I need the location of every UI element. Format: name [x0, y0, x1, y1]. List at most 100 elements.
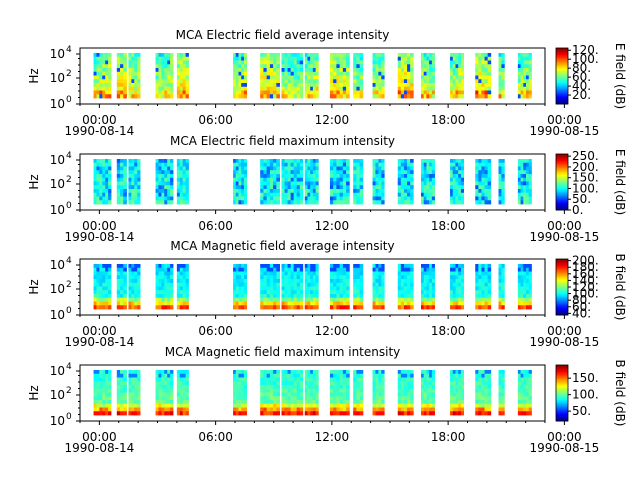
- heatmap-cell: [238, 162, 242, 167]
- heatmap-cell: [421, 407, 425, 412]
- colorbar-swatch: [556, 411, 568, 414]
- colorbar-swatch: [556, 186, 568, 189]
- heatmap-cell: [407, 271, 411, 276]
- heatmap-cell: [116, 64, 121, 69]
- heatmap-cell: [458, 279, 462, 284]
- heatmap-cell: [131, 411, 135, 416]
- heatmap-cell: [487, 373, 492, 378]
- heatmap-cell: [304, 159, 308, 164]
- x-tick-label: 06:00: [198, 324, 233, 338]
- heatmap-cell: [99, 267, 103, 272]
- heatmap-cell: [333, 166, 337, 171]
- y-tick-label: 10: [50, 308, 65, 322]
- colorbar-label: E field (dB): [613, 149, 627, 215]
- heatmap-cell: [105, 189, 109, 194]
- heatmap-cell: [176, 294, 181, 299]
- heatmap-cell: [429, 185, 433, 190]
- heatmap-cell: [243, 385, 248, 390]
- heatmap-cell: [381, 170, 385, 175]
- heatmap-cell: [105, 71, 109, 76]
- heatmap-cell: [238, 159, 242, 164]
- heatmap-cell: [452, 196, 456, 201]
- heatmap-cell: [161, 267, 165, 272]
- heatmap-cell: [131, 71, 135, 76]
- heatmap-cell: [381, 297, 385, 302]
- heatmap-cell: [185, 83, 189, 88]
- heatmap-cell: [310, 392, 314, 397]
- heatmap-cell: [359, 396, 364, 401]
- heatmap-cell: [263, 267, 268, 272]
- heatmap-cell: [339, 264, 344, 269]
- heatmap-cell: [523, 170, 527, 175]
- heatmap-cell: [484, 294, 489, 299]
- heatmap-cell: [517, 94, 521, 99]
- heatmap-cell: [403, 185, 408, 190]
- heatmap-cell: [99, 373, 103, 378]
- heatmap-cell: [233, 177, 237, 182]
- colorbar-swatch: [556, 88, 568, 91]
- heatmap-cell: [185, 75, 189, 80]
- heatmap-cell: [304, 282, 308, 287]
- heatmap-cell: [182, 392, 186, 397]
- heatmap-cell: [429, 71, 433, 76]
- heatmap-cell: [372, 166, 376, 171]
- x-tick-label: 00:00: [82, 113, 117, 127]
- heatmap-cell: [307, 83, 311, 88]
- heatmap-cell: [403, 192, 408, 197]
- heatmap-cell: [481, 177, 485, 182]
- heatmap-cell: [155, 166, 159, 171]
- heatmap-cell: [501, 71, 505, 76]
- heatmap-cell: [484, 192, 489, 197]
- heatmap-cell: [182, 403, 186, 408]
- heatmap-cell: [170, 403, 174, 408]
- data-segment: [475, 159, 492, 205]
- heatmap-cell: [233, 75, 237, 80]
- heatmap-cell: [185, 166, 189, 171]
- heatmap-cell: [155, 396, 159, 401]
- heatmap-cell: [93, 271, 97, 276]
- heatmap-cell: [423, 53, 427, 58]
- heatmap-cell: [235, 71, 239, 76]
- colorbar-swatch: [556, 294, 568, 296]
- heatmap-cell: [287, 373, 292, 378]
- heatmap-cell: [310, 192, 314, 197]
- data-segment: [281, 264, 304, 310]
- heatmap-cell: [336, 200, 341, 205]
- heatmap-cell: [455, 286, 459, 291]
- heatmap-cell: [342, 71, 347, 76]
- heatmap-cell: [167, 411, 171, 416]
- heatmap-cell: [407, 275, 411, 280]
- heatmap-cell: [137, 373, 141, 378]
- heatmap-cell: [96, 301, 100, 306]
- x-tick-label: 12:00: [315, 430, 350, 444]
- heatmap-cell: [284, 94, 288, 99]
- heatmap-cell: [403, 373, 408, 378]
- heatmap-cell: [266, 381, 271, 386]
- heatmap-cell: [105, 290, 109, 295]
- heatmap-cell: [410, 275, 414, 280]
- heatmap-cell: [520, 174, 524, 179]
- heatmap-cell: [378, 79, 382, 84]
- heatmap-cell: [312, 392, 316, 397]
- heatmap-cell: [310, 181, 314, 186]
- heatmap-cell: [131, 83, 135, 88]
- heatmap-cell: [372, 71, 376, 76]
- heatmap-cell: [526, 64, 530, 69]
- heatmap-cell: [123, 60, 127, 65]
- heatmap-cell: [339, 400, 344, 405]
- heatmap-cell: [520, 185, 524, 190]
- heatmap-cell: [304, 192, 308, 197]
- heatmap-cell: [170, 162, 174, 167]
- heatmap-cell: [93, 181, 97, 186]
- y-tick-exponent: 2: [66, 386, 72, 396]
- heatmap-cell: [307, 286, 311, 291]
- heatmap-cell: [478, 407, 482, 412]
- heatmap-cell: [164, 86, 168, 91]
- heatmap-cell: [260, 290, 264, 295]
- heatmap-cell: [96, 381, 100, 386]
- heatmap-cell: [123, 196, 127, 201]
- heatmap-cell: [487, 377, 492, 382]
- heatmap-cell: [426, 396, 430, 401]
- heatmap-cell: [315, 381, 319, 386]
- data-segment: [329, 264, 350, 310]
